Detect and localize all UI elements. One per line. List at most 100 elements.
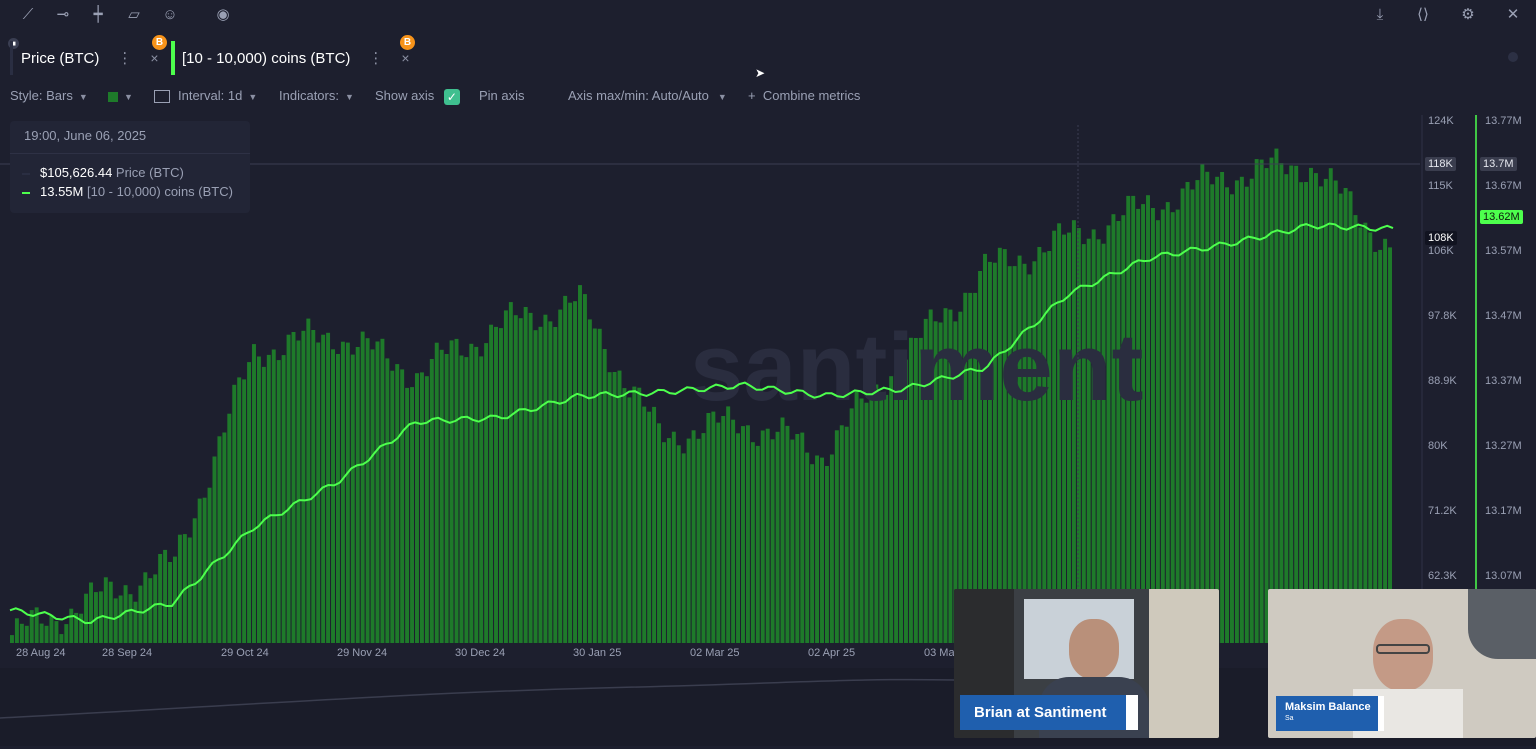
- price-bar: [1160, 209, 1165, 643]
- price-bar: [810, 464, 815, 643]
- price-bar: [14, 618, 19, 643]
- combine-metrics-button[interactable]: + Combine metrics: [748, 88, 860, 103]
- price-bar: [686, 438, 691, 643]
- checkbox-checked-icon[interactable]: ✓: [443, 88, 460, 105]
- price-bar: [997, 247, 1002, 644]
- price-bar: [1353, 215, 1358, 643]
- background-object: [1468, 589, 1536, 659]
- price-bar: [444, 354, 449, 643]
- line-tool-icon[interactable]: ⟋: [22, 6, 34, 23]
- tab-price-btc[interactable]: Price (BTC) ⋮ ×: [10, 38, 159, 78]
- vertical-line-icon[interactable]: ┿: [93, 6, 103, 23]
- price-bar: [602, 349, 607, 643]
- note-icon[interactable]: ▱: [128, 6, 140, 23]
- price-bar: [1091, 229, 1096, 643]
- price-bar: [326, 332, 331, 643]
- date-axis-tick: 03 Ma: [924, 647, 955, 659]
- price-bar: [1328, 168, 1333, 643]
- price-bar: [528, 312, 533, 643]
- indicators-selector[interactable]: Indicators: ▼: [279, 88, 354, 103]
- price-bar: [849, 408, 854, 643]
- price-bar: [963, 292, 968, 643]
- price-bar: [933, 321, 938, 643]
- price-bar: [815, 455, 820, 643]
- axis-minmax-selector[interactable]: Axis max/min: Auto/Auto ▼: [568, 88, 727, 103]
- horizontal-ray-icon[interactable]: ⊸: [56, 6, 70, 23]
- price-bar: [518, 318, 523, 643]
- coins-axis-tick: 13.77M: [1485, 115, 1522, 127]
- price-bar: [163, 549, 168, 643]
- price-axis-tick: 106K: [1428, 245, 1454, 257]
- price-bar: [498, 328, 503, 643]
- price-bar: [89, 582, 93, 643]
- price-bar: [578, 285, 582, 643]
- price-bar: [543, 314, 548, 643]
- price-bar: [34, 607, 39, 643]
- download-icon[interactable]: ⤓: [1376, 6, 1384, 23]
- eye-icon[interactable]: ◉: [216, 6, 230, 23]
- price-bar: [1076, 228, 1081, 643]
- tab-coins-btc[interactable]: [10 - 10,000) coins (BTC) ⋮ ×: [171, 38, 410, 78]
- price-bar: [1333, 180, 1338, 643]
- settings-gear-icon[interactable]: ⚙: [1461, 6, 1475, 23]
- style-selector[interactable]: Style: Bars ▼: [10, 88, 88, 103]
- price-bar: [983, 253, 987, 643]
- price-bar: [59, 634, 64, 643]
- tab-menu-icon[interactable]: ⋮: [368, 50, 384, 67]
- combine-metrics-label: Combine metrics: [762, 88, 861, 103]
- price-bar: [844, 426, 849, 643]
- price-bar: [1205, 171, 1210, 644]
- pin-axis-toggle[interactable]: Pin axis: [479, 88, 525, 103]
- close-icon[interactable]: ✕: [1506, 6, 1520, 23]
- price-bar: [128, 594, 133, 643]
- price-bar: [1131, 195, 1136, 643]
- price-bar: [405, 387, 410, 643]
- price-bar: [736, 433, 741, 643]
- embed-code-icon[interactable]: ⟨⟩: [1417, 6, 1429, 23]
- price-bar: [592, 328, 597, 643]
- color-selector[interactable]: ▼: [108, 88, 133, 103]
- price-bar: [627, 397, 632, 643]
- price-bar: [217, 436, 222, 643]
- coins-line-series: [9, 222, 1394, 625]
- price-bar: [1007, 266, 1012, 643]
- price-bar: [400, 369, 405, 643]
- status-dot: [1508, 52, 1518, 62]
- price-bar: [834, 430, 839, 643]
- price-bar: [360, 331, 365, 643]
- show-axis-toggle[interactable]: Show axis ✓: [375, 88, 460, 105]
- price-bar: [242, 379, 247, 643]
- price-bar: [657, 423, 661, 643]
- price-bar: [790, 439, 795, 643]
- price-bar: [869, 388, 874, 643]
- tab-close-icon[interactable]: ×: [150, 50, 159, 66]
- price-bar: [1299, 182, 1304, 643]
- price-bar: [973, 292, 978, 643]
- price-bar: [1180, 188, 1185, 643]
- price-bar: [247, 362, 252, 643]
- chart-canvas[interactable]: santiment: [0, 110, 1536, 680]
- price-bar: [968, 292, 973, 643]
- price-bar: [1141, 204, 1146, 643]
- price-bar: [587, 319, 592, 643]
- price-bar: [676, 445, 681, 643]
- price-bar: [439, 349, 444, 643]
- interval-selector[interactable]: Interval: 1d ▼: [154, 88, 257, 104]
- price-bar: [642, 406, 647, 643]
- price-bar: [1230, 194, 1234, 644]
- tab-menu-icon[interactable]: ⋮: [117, 50, 133, 67]
- price-bar: [252, 344, 256, 643]
- price-bar: [1027, 274, 1032, 643]
- emoji-icon[interactable]: ☺: [162, 6, 178, 23]
- price-bar: [449, 340, 454, 643]
- price-bar: [74, 612, 79, 643]
- tooltip-date: 19:00, June 06, 2025: [24, 128, 147, 143]
- price-bar: [874, 384, 879, 643]
- axis-minmax-label: Axis max/min: Auto/Auto: [568, 88, 709, 103]
- tab-close-icon[interactable]: ×: [401, 50, 410, 66]
- price-bar: [1081, 244, 1086, 643]
- price-bar: [390, 370, 395, 643]
- price-bar: [582, 294, 587, 643]
- price-bar: [1378, 249, 1383, 643]
- price-bar: [1309, 167, 1313, 643]
